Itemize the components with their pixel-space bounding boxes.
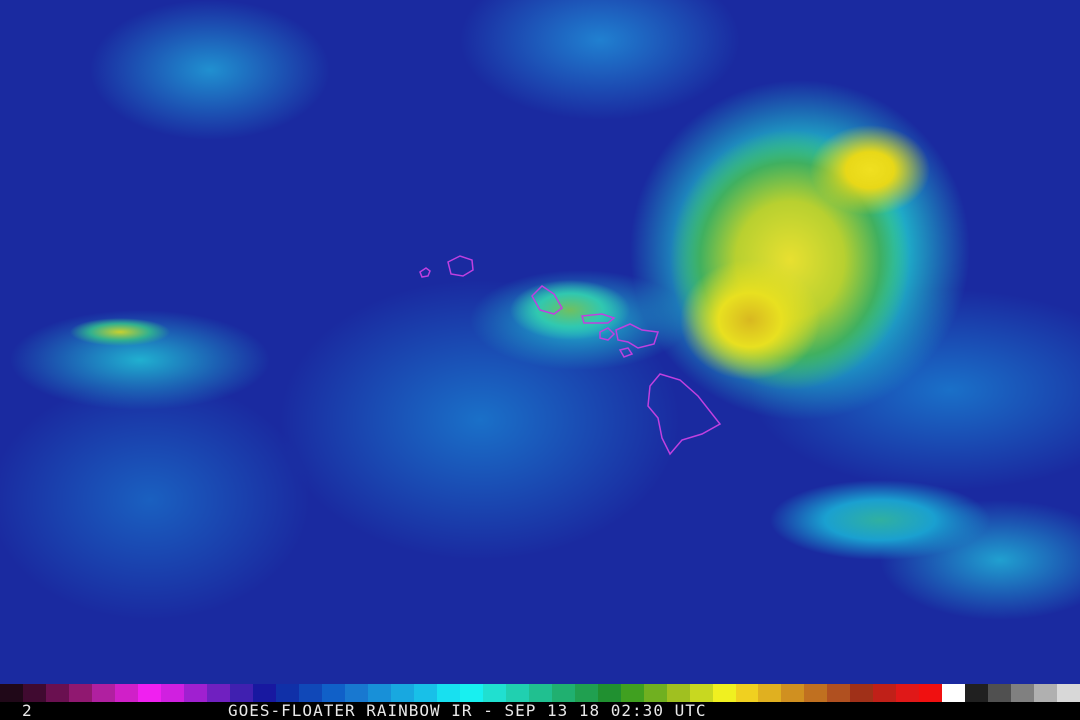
temperature-color-scale-bar: [0, 684, 1080, 702]
colorbar-segment: [666, 684, 690, 702]
hawaiian-islands-coastline: [419, 255, 722, 456]
colorbar-segment: [850, 684, 874, 702]
coast-maui: [615, 323, 660, 349]
colorbar-segment: [482, 684, 506, 702]
coast-oahu: [531, 285, 563, 315]
colorbar-segment: [367, 684, 391, 702]
colorbar-segment: [436, 684, 460, 702]
colorbar-segment: [735, 684, 759, 702]
colorbar-segment: [597, 684, 621, 702]
colorbar-segment: [896, 684, 920, 702]
coast-molokai: [581, 313, 616, 324]
coast-lanai: [599, 327, 616, 341]
colorbar-segment: [758, 684, 782, 702]
colorbar-segment: [160, 684, 184, 702]
colorbar-segment: [206, 684, 230, 702]
colorbar-segment: [528, 684, 552, 702]
colorbar-segment: [988, 684, 1012, 702]
colorbar-segment: [1057, 684, 1080, 702]
colorbar-segment: [344, 684, 368, 702]
colorbar-segment: [413, 684, 437, 702]
colorbar-segment: [551, 684, 575, 702]
colorbar-segment: [137, 684, 161, 702]
colorbar-segment: [620, 684, 644, 702]
colorbar-segment: [114, 684, 138, 702]
colorbar-segment: [459, 684, 483, 702]
colorbar-segment: [321, 684, 345, 702]
colorbar-segment: [298, 684, 322, 702]
colorbar-segment: [390, 684, 414, 702]
colorbar-segment: [91, 684, 115, 702]
frame-number: 2: [22, 701, 32, 720]
colorbar-segment: [689, 684, 713, 702]
colorbar-segment: [827, 684, 851, 702]
colorbar-segment: [781, 684, 805, 702]
colorbar-segment: [1011, 684, 1035, 702]
image-title: GOES-FLOATER RAINBOW IR - SEP 13 18 02:3…: [228, 701, 707, 720]
colorbar-segment: [574, 684, 598, 702]
colorbar-segment: [505, 684, 529, 702]
colorbar-segment: [275, 684, 299, 702]
colorbar-segment: [22, 684, 46, 702]
coast-kauai: [447, 255, 474, 277]
colorbar-segment: [643, 684, 667, 702]
caption-bar: 2 GOES-FLOATER RAINBOW IR - SEP 13 18 02…: [0, 702, 1080, 720]
colorbar-segment: [45, 684, 69, 702]
coast-niihau: [419, 267, 431, 278]
colorbar-segment: [229, 684, 253, 702]
colorbar-segment: [965, 684, 989, 702]
colorbar-segment: [919, 684, 943, 702]
colorbar-segment: [183, 684, 207, 702]
infrared-satellite-imagery: [0, 0, 1080, 684]
colorbar-segment: [1034, 684, 1058, 702]
colorbar-segment: [942, 684, 966, 702]
colorbar-segment: [712, 684, 736, 702]
colorbar-segment: [0, 684, 23, 702]
colorbar-segment: [873, 684, 897, 702]
colorbar-segment: [68, 684, 92, 702]
coast-kahoolawe: [618, 347, 634, 358]
colorbar-segment: [804, 684, 828, 702]
coast-hawaii: [647, 373, 722, 456]
colorbar-segment: [252, 684, 276, 702]
